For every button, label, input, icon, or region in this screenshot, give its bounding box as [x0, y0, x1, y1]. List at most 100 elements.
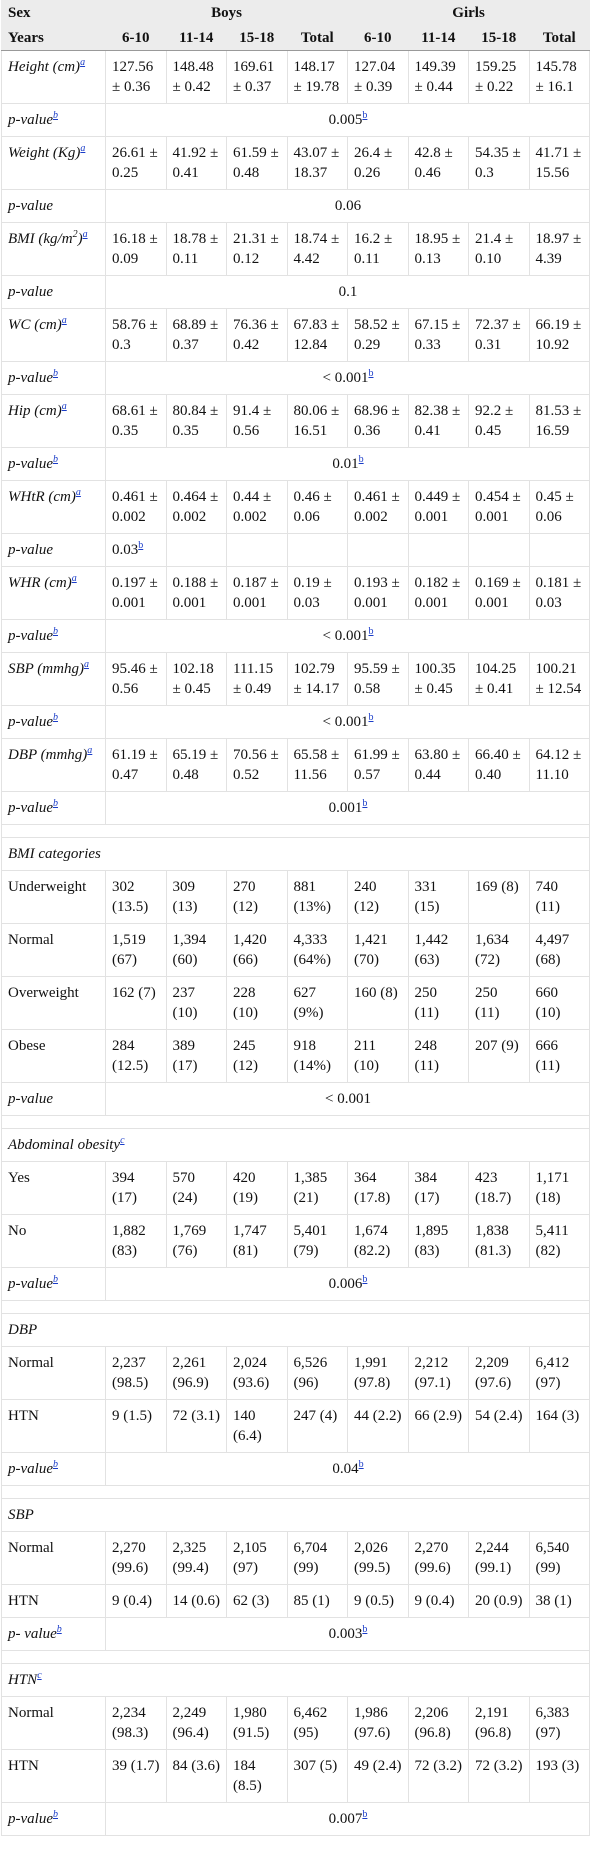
footnote-link[interactable]: a	[61, 315, 67, 326]
footnote-link[interactable]: b	[52, 368, 58, 379]
footnote-marker: a	[84, 659, 89, 670]
cell-text: 140 (6.4)	[233, 1408, 262, 1444]
data-cell: 2,105 (97)	[226, 1531, 288, 1585]
data-cell: 95.59 ± 0.58	[347, 652, 409, 706]
cell-text: 2,249 (96.4)	[172, 1705, 209, 1741]
data-cell: 207 (9)	[468, 1029, 530, 1083]
cell-text: 1,980 (91.5)	[233, 1705, 270, 1741]
cell-text: 0.03	[112, 542, 139, 558]
footnote-link[interactable]: c	[37, 1670, 42, 1681]
cell-text: 2,270 (99.6)	[414, 1540, 451, 1576]
cell-text: 228 (10)	[233, 985, 258, 1021]
row-label: Normal	[1, 923, 106, 977]
label-text: Normal	[8, 1540, 54, 1556]
footnote-marker: b	[53, 1459, 58, 1470]
footnote-link[interactable]: b	[368, 712, 374, 723]
cell-text: 207 (9)	[475, 1038, 519, 1054]
footnote-link[interactable]: b	[52, 626, 58, 637]
data-cell: 6,704 (99)	[286, 1531, 349, 1585]
cell-text: 2,212 (97.1)	[414, 1355, 451, 1391]
data-row: Normal 1,519 (67) 1,394 (60) 1,420 (66) 4,33…	[1, 923, 590, 977]
data-cell: 67.15 ± 0.33	[407, 308, 470, 362]
cell-text: 1,882 (83)	[112, 1223, 146, 1259]
cell-text: 0.188 ± 0.001	[172, 575, 219, 611]
cell-text: 164 (3)	[535, 1408, 580, 1424]
footnote-link[interactable]: b	[358, 454, 364, 465]
data-cell: 2,024 (93.6)	[226, 1346, 288, 1400]
data-cell: 44 (2.2)	[347, 1399, 409, 1453]
footnote-link[interactable]: b	[52, 454, 58, 465]
p-value-row: p-valueb 0.007b	[1, 1802, 590, 1836]
footnote-link[interactable]: b	[362, 110, 368, 121]
cell-text: 6,383 (97)	[535, 1705, 570, 1741]
cell-text: 148.17 ± 19.78	[293, 59, 340, 95]
footnote-link[interactable]: b	[362, 1809, 368, 1820]
footnote-link[interactable]: b	[368, 626, 374, 637]
data-cell: 2,237 (98.5)	[105, 1346, 167, 1400]
footnote-link[interactable]: b	[362, 798, 368, 809]
footnote-link[interactable]: a	[71, 573, 77, 584]
footnote-marker: b	[359, 1459, 364, 1470]
footnote-link[interactable]: a	[87, 745, 93, 756]
footnote-link[interactable]: b	[52, 110, 58, 121]
footnote-link[interactable]: b	[362, 1624, 368, 1635]
data-cell: 0.19 ± 0.03	[286, 566, 349, 620]
footnote-link[interactable]: b	[52, 1459, 58, 1470]
cell-text: 20 (0.9)	[475, 1593, 523, 1609]
data-cell: 6,540 (99)	[528, 1531, 590, 1585]
cell-text: 627 (9%)	[293, 985, 324, 1021]
footnote-link[interactable]: b	[138, 540, 144, 551]
footnote-link[interactable]: b	[52, 798, 58, 809]
footnote-link[interactable]: a	[61, 401, 67, 412]
label-text: p-value	[8, 370, 53, 386]
data-row: p-value 0.03b	[1, 533, 590, 567]
footnote-link[interactable]: b	[52, 712, 58, 723]
row-label: WHtR (cm)a	[1, 480, 106, 534]
p-value-row: p-valueb 0.04b	[1, 1452, 590, 1486]
footnote-link[interactable]: b	[52, 1809, 58, 1820]
footnote-link[interactable]: a	[80, 143, 86, 154]
row-label: p-valueb	[1, 361, 106, 395]
data-cell: 384 (17)	[407, 1161, 470, 1215]
cell-text: 1,634 (72)	[475, 932, 509, 968]
data-cell: 68.96 ± 0.36	[347, 394, 409, 448]
footnote-link[interactable]: a	[82, 229, 88, 240]
cell-text: 95.59 ± 0.58	[354, 661, 400, 697]
data-cell: 65.58 ± 11.56	[286, 738, 349, 792]
footnote-link[interactable]: b	[362, 1274, 368, 1285]
data-cell: 309 (13)	[165, 870, 227, 924]
data-cell: 270 (12)	[226, 870, 288, 924]
footnote-marker: c	[120, 1135, 124, 1146]
cell-text: 162 (7)	[112, 985, 156, 1001]
footnote-link[interactable]: b	[52, 1274, 58, 1285]
data-cell: 660 (10)	[528, 976, 590, 1030]
data-cell: 247 (4)	[286, 1399, 349, 1453]
data-cell: 70.56 ± 0.52	[226, 738, 288, 792]
footnote-marker: a	[62, 315, 67, 326]
data-cell: 1,882 (83)	[105, 1214, 167, 1268]
header-cell: Total	[286, 25, 349, 51]
data-cell: 5,401 (79)	[286, 1214, 349, 1268]
p-value: 0.01b	[104, 447, 590, 481]
footnote-link[interactable]: b	[368, 368, 374, 379]
data-cell: 1,394 (60)	[165, 923, 227, 977]
footnote-link[interactable]: b	[56, 1624, 62, 1635]
footnote-link[interactable]: a	[75, 487, 81, 498]
header-cell: 11-14	[407, 25, 470, 51]
footnote-link[interactable]: c	[120, 1135, 125, 1146]
data-cell: 0.188 ± 0.001	[165, 566, 227, 620]
p-value: < 0.001b	[104, 361, 590, 395]
footnote-link[interactable]: a	[80, 57, 86, 68]
cell-text: 1,421 (70)	[354, 932, 388, 968]
data-cell: 1,674 (82.2)	[347, 1214, 409, 1268]
footnote-marker: b	[53, 798, 58, 809]
cell-text: 18.95 ± 0.13	[414, 231, 461, 267]
data-cell	[226, 533, 288, 567]
footnote-link[interactable]: b	[358, 1459, 364, 1470]
footnote-link[interactable]: a	[83, 659, 89, 670]
cell-text: 0.45 ± 0.06	[535, 489, 574, 525]
data-cell: 66.40 ± 0.40	[468, 738, 530, 792]
table-body: Height (cm)a 127.56 ± 0.36 148.48 ± 0.42 16…	[0, 50, 590, 1836]
label-text: No	[8, 1223, 27, 1239]
